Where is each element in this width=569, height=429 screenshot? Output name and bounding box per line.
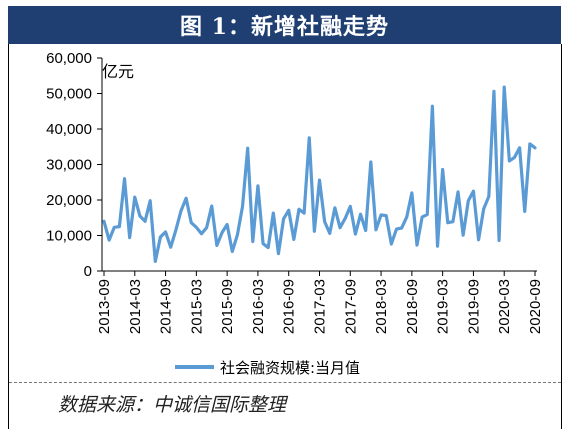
source-divider <box>9 382 561 383</box>
x-tick-label: 2017-09 <box>342 279 359 334</box>
x-tick-label: 2017-03 <box>312 279 329 334</box>
series-line <box>102 85 537 264</box>
y-tick-label: 0 <box>84 263 92 280</box>
x-tick-label: 2015-03 <box>188 279 205 334</box>
y-tick-label: 60,000 <box>46 50 92 67</box>
frame-left-border <box>8 44 9 429</box>
x-tick-label: 2013-09 <box>96 279 113 334</box>
x-tick-label: 2018-09 <box>404 279 421 334</box>
x-tick-label: 2019-03 <box>435 279 452 334</box>
series-layer <box>102 85 537 264</box>
x-tick-label: 2020-03 <box>496 279 513 334</box>
x-tick-label: 2019-09 <box>465 279 482 334</box>
y-tick-label: 10,000 <box>46 228 92 245</box>
y-tick-label: 50,000 <box>46 86 92 103</box>
x-tick-label: 2018-03 <box>373 279 390 334</box>
y-tick-label: 30,000 <box>46 157 92 174</box>
legend-label: 社会融资规模:当月值 <box>220 359 360 377</box>
y-unit-label: 亿元 <box>102 62 134 81</box>
x-axis: 2013-09 2014-03 2014-09 2015-03 2015-09 2016-… <box>96 270 544 334</box>
x-tick-label: 2014-03 <box>127 279 144 334</box>
y-tick-label: 20,000 <box>46 192 92 209</box>
legend: 社会融资规模:当月值 <box>175 359 360 377</box>
x-tick-label: 2016-09 <box>281 279 298 334</box>
x-tick-label: 2015-09 <box>219 279 236 334</box>
source-note: 数据来源：中诚信国际整理 <box>58 394 287 416</box>
frame-right-border <box>561 44 562 429</box>
chart-title: 图 1：新增社融走势 <box>8 6 561 44</box>
x-tick-label: 2016-03 <box>250 279 267 334</box>
x-tick-label: 2020-09 <box>527 279 544 334</box>
y-tick-label: 40,000 <box>46 121 92 138</box>
y-axis: 0 10,000 20,000 30,000 40,000 50,000 60,000 <box>46 50 103 280</box>
x-tick-label: 2014-09 <box>158 279 175 334</box>
